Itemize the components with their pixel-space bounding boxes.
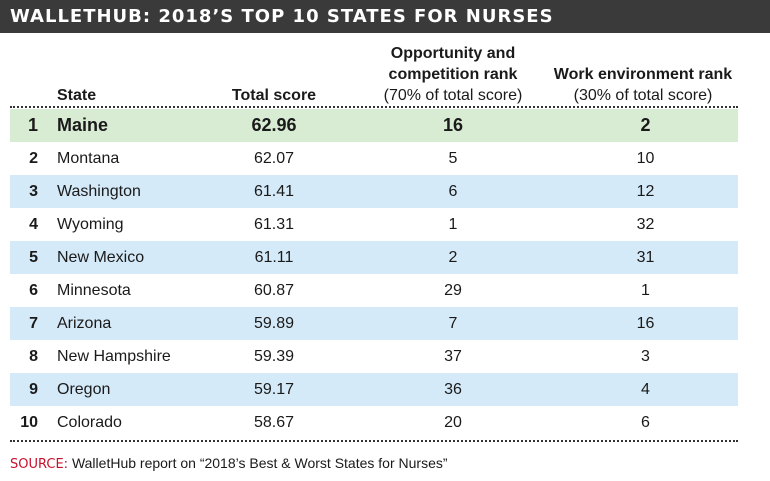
row-opportunity-rank: 5 [448,150,458,167]
row-total-score: 61.41 [253,183,295,200]
row-rank: 1 [27,115,38,135]
source-text: WalletHub report on “2018’s Best & Worst… [71,455,448,471]
row-total-score: 60.87 [253,282,295,299]
table-row: 1 Maine 62.96 16 2 [10,109,738,142]
row-rank: 7 [29,315,38,332]
row-state: Arizona [57,315,112,332]
header-state-label: State [57,87,97,104]
row-rank: 9 [29,381,38,398]
row-total-score: 62.07 [253,150,295,167]
row-work-environment-rank: 32 [636,216,655,233]
row-opportunity-rank: 6 [448,183,458,200]
header-work-sub: (30% of total score) [573,87,713,104]
row-state: Wyoming [57,216,124,233]
row-total-score: 61.31 [253,216,295,233]
row-work-environment-rank: 6 [641,414,650,431]
row-opportunity-rank: 20 [444,414,462,431]
table-row: 3 Washington 61.41 6 12 [10,175,738,208]
table-row: 10 Colorado 58.67 20 6 [10,406,738,439]
row-rank: 6 [29,282,38,299]
source-label: SOURCE: [10,457,69,472]
row-opportunity-rank: 16 [442,115,464,135]
table-row: 2 Montana 62.07 5 10 [10,142,738,175]
row-rank: 3 [29,183,38,200]
header-total-score: Total score [215,85,333,106]
row-work-environment-rank: 4 [641,381,650,398]
row-work-environment-rank: 1 [641,282,650,299]
row-rank: 10 [20,414,38,431]
row-total-score: 58.67 [253,414,295,431]
footer-divider [10,440,738,442]
row-state: Maine [57,115,109,135]
table-row: 6 Minnesota 60.87 29 1 [10,274,738,307]
row-state: Washington [57,183,141,200]
row-total-score: 59.17 [253,381,295,398]
table-row: 4 Wyoming 61.31 1 32 [10,208,738,241]
row-state: New Mexico [57,249,145,266]
header-state: State [57,85,96,106]
row-state: Colorado [57,414,122,431]
row-state: Oregon [57,381,111,398]
row-rank: 8 [29,348,38,365]
row-work-environment-rank: 3 [641,348,650,365]
header-divider [10,106,738,108]
row-opportunity-rank: 37 [444,348,462,365]
row-work-environment-rank: 16 [636,315,655,332]
header-work-line1: Work environment rank [553,66,733,83]
header-opportunity-line2: competition rank [388,66,518,83]
header-opportunity-rank: Opportunity and competition rank (70% of… [368,43,538,106]
table-title: WALLETHUB: 2018’S TOP 10 STATES FOR NURS… [10,6,554,27]
row-opportunity-rank: 1 [448,216,458,233]
table-row: 9 Oregon 59.17 36 4 [10,373,738,406]
row-rank: 4 [29,216,38,233]
row-state: New Hampshire [57,348,171,365]
row-state: Montana [57,150,120,167]
row-opportunity-rank: 36 [444,381,462,398]
row-rank: 5 [29,249,38,266]
row-opportunity-rank: 29 [444,282,462,299]
title-banner: WALLETHUB: 2018’S TOP 10 STATES FOR NURS… [0,0,770,33]
row-total-score: 62.96 [251,115,297,135]
row-work-environment-rank: 2 [640,115,651,135]
row-total-score: 59.89 [253,315,295,332]
row-state: Minnesota [57,282,131,299]
header-opportunity-sub: (70% of total score) [383,87,523,104]
table-row: 8 New Hampshire 59.39 37 3 [10,340,738,373]
source-note: SOURCE: WalletHub report on “2018’s Best… [10,455,448,472]
row-total-score: 59.39 [253,348,295,365]
row-work-environment-rank: 31 [636,249,655,266]
row-opportunity-rank: 7 [448,315,458,332]
header-work-environment-rank: Work environment rank (30% of total scor… [548,64,738,106]
table-row: 7 Arizona 59.89 7 16 [10,307,738,340]
row-total-score: 61.11 [254,249,294,266]
row-rank: 2 [29,150,38,167]
header-total-score-label: Total score [231,87,317,104]
row-work-environment-rank: 10 [636,150,655,167]
table-row: 5 New Mexico 61.11 2 31 [10,241,738,274]
header-opportunity-line1: Opportunity and [390,45,516,62]
row-work-environment-rank: 12 [636,183,655,200]
row-opportunity-rank: 2 [448,249,458,266]
